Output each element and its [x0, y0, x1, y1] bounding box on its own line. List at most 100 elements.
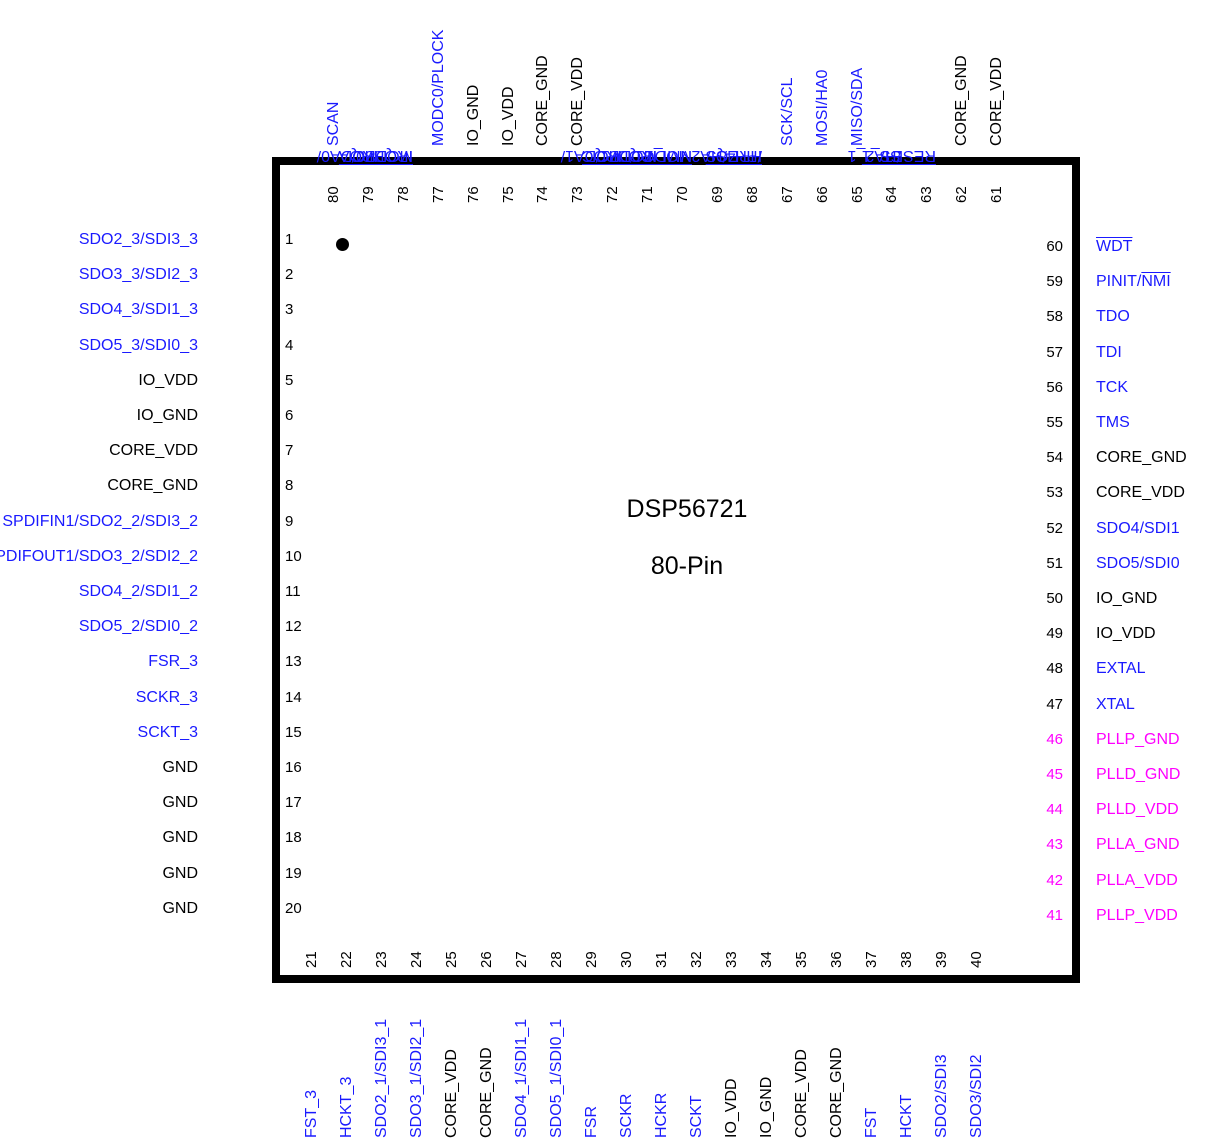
pin-label-35: CORE_VDD — [793, 1049, 810, 1138]
pin-number-24: 24 — [408, 951, 425, 968]
pin-number-29: 29 — [583, 951, 600, 968]
pin-number-73: 73 — [569, 186, 587, 203]
pin-label-54: CORE_GND — [1096, 449, 1187, 467]
pin-label-34: IO_GND — [758, 1076, 775, 1138]
pin-number-65: 65 — [848, 186, 866, 203]
pin-number-16: 16 — [285, 759, 302, 776]
pin-number-45: 45 — [1046, 766, 1063, 783]
pin-number-69: 69 — [708, 186, 726, 203]
pin-label-4: SDO5_3/SDI0_3 — [78, 336, 198, 354]
pin-label-62: CORE_GND — [953, 55, 971, 146]
pin-label-67: SCK/SCL — [778, 77, 796, 146]
pin-number-48: 48 — [1046, 660, 1063, 678]
pin-number-8: 8 — [285, 477, 294, 495]
pin-label-40: SDO3/SDI2 — [968, 1054, 985, 1138]
pin-label-47: XTAL — [1096, 695, 1135, 713]
pin-label-32: SCKT — [688, 1095, 705, 1138]
pin-label-30: SCKR — [618, 1093, 635, 1138]
pin-label-55: TMS — [1096, 414, 1130, 431]
pin-number-42: 42 — [1046, 871, 1063, 889]
pin-number-30: 30 — [618, 951, 635, 968]
pin-number-50: 50 — [1046, 590, 1063, 607]
pin-number-58: 58 — [1046, 308, 1063, 326]
pin-label-5: IO_VDD — [138, 371, 198, 389]
pin-label-9: SPDIFIN1/SDO2_2/SDI3_2 — [2, 512, 198, 530]
pin-label-26: CORE_GND — [478, 1047, 495, 1138]
pin-label-52: SDO4/SDI1 — [1096, 519, 1180, 537]
pin-number-52: 52 — [1046, 519, 1063, 537]
pin-label-53: CORE_VDD — [1096, 484, 1185, 502]
pin-number-49: 49 — [1046, 625, 1063, 643]
pin-number-44: 44 — [1046, 801, 1063, 819]
pin-label-42: PLLA_VDD — [1096, 871, 1178, 889]
pin-number-56: 56 — [1046, 378, 1063, 396]
pin-label-74: CORE_GND — [534, 55, 552, 146]
pin-label-11: SDO4_2/SDI1_2 — [78, 583, 198, 600]
pin-label-1: SDO2_3/SDI3_3 — [78, 231, 198, 248]
pin-label-27: SDO4_1/SDI1_1 — [513, 1018, 530, 1138]
pin-label-45: PLLD_GND — [1096, 766, 1181, 783]
chip-package-outline — [272, 157, 1080, 983]
pin-number-35: 35 — [793, 951, 810, 968]
chip-title: DSP56721 — [626, 495, 748, 523]
pin-number-68: 68 — [743, 186, 761, 203]
pin-label-57: TDI — [1096, 343, 1122, 361]
pin-number-28: 28 — [548, 951, 565, 968]
pin-label-44: PLLD_VDD — [1096, 801, 1179, 819]
pin-label-28: SDO5_1/SDI0_1 — [548, 1018, 565, 1138]
pin-number-39: 39 — [933, 951, 950, 968]
pin-number-19: 19 — [285, 864, 302, 882]
pin-number-61: 61 — [988, 186, 1006, 203]
pin-number-20: 20 — [285, 899, 302, 917]
pin-label-43: PLLA_GND — [1096, 836, 1180, 854]
pin-number-67: 67 — [778, 186, 796, 203]
pin-label-58: TDO — [1096, 308, 1130, 326]
pin-label-65: MISO/SDA — [848, 67, 866, 146]
pin-number-7: 7 — [285, 442, 294, 460]
pin-number-55: 55 — [1046, 414, 1063, 431]
pin-number-32: 32 — [688, 951, 705, 968]
pin-number-1: 1 — [285, 231, 294, 248]
pin-number-14: 14 — [285, 688, 302, 706]
pin-number-13: 13 — [285, 653, 302, 671]
pin-label-16: GND — [162, 759, 198, 776]
pin-number-80: 80 — [325, 186, 342, 203]
pin-label-60: WDT — [1096, 238, 1133, 255]
pin-number-27: 27 — [513, 951, 530, 968]
pin-number-11: 11 — [285, 583, 301, 600]
pin-number-72: 72 — [604, 186, 622, 203]
pin-number-46: 46 — [1046, 730, 1063, 748]
pin-number-36: 36 — [828, 951, 845, 968]
pin-number-5: 5 — [285, 371, 294, 389]
pin-number-6: 6 — [285, 407, 294, 424]
pin-label-23: SDO2_1/SDI3_1 — [373, 1018, 390, 1138]
pin-number-12: 12 — [285, 618, 302, 636]
pin-label-14: SCKR_3 — [135, 688, 198, 706]
pin-label-59: PINIT/NMI — [1096, 273, 1171, 291]
pin-label-2: SDO3_3/SDI2_3 — [78, 266, 198, 284]
pin-number-77: 77 — [429, 186, 447, 203]
pin-label-73: CORE_VDD — [569, 57, 587, 146]
pin-label-77: MODC0/PLOCK — [429, 29, 447, 146]
chip-subtitle: 80-Pin — [650, 552, 724, 580]
pin-number-33: 33 — [723, 951, 740, 968]
pin-number-53: 53 — [1046, 484, 1063, 502]
pin-number-54: 54 — [1046, 449, 1063, 467]
pin-label-12: SDO5_2/SDI0_2 — [78, 618, 198, 636]
pin-label-75: IO_VDD — [499, 86, 517, 146]
pin-number-74: 74 — [534, 186, 552, 203]
pin-number-62: 62 — [953, 186, 971, 203]
pin-label-6: IO_GND — [136, 407, 198, 424]
pin-number-23: 23 — [373, 951, 390, 968]
pin-number-38: 38 — [898, 951, 915, 968]
pin-label-41: PLLP_VDD — [1096, 906, 1178, 924]
pin-number-17: 17 — [285, 794, 302, 812]
pin-number-78: 78 — [394, 186, 412, 203]
pin-label-76: IO_GND — [464, 84, 482, 146]
pin-number-25: 25 — [443, 951, 460, 968]
pin-label-37: FST — [863, 1107, 880, 1138]
pin-label-21: FST_3 — [303, 1089, 320, 1138]
pin-number-41: 41 — [1046, 906, 1063, 924]
pin-number-63: 63 — [918, 186, 936, 203]
pin-number-70: 70 — [674, 186, 691, 203]
